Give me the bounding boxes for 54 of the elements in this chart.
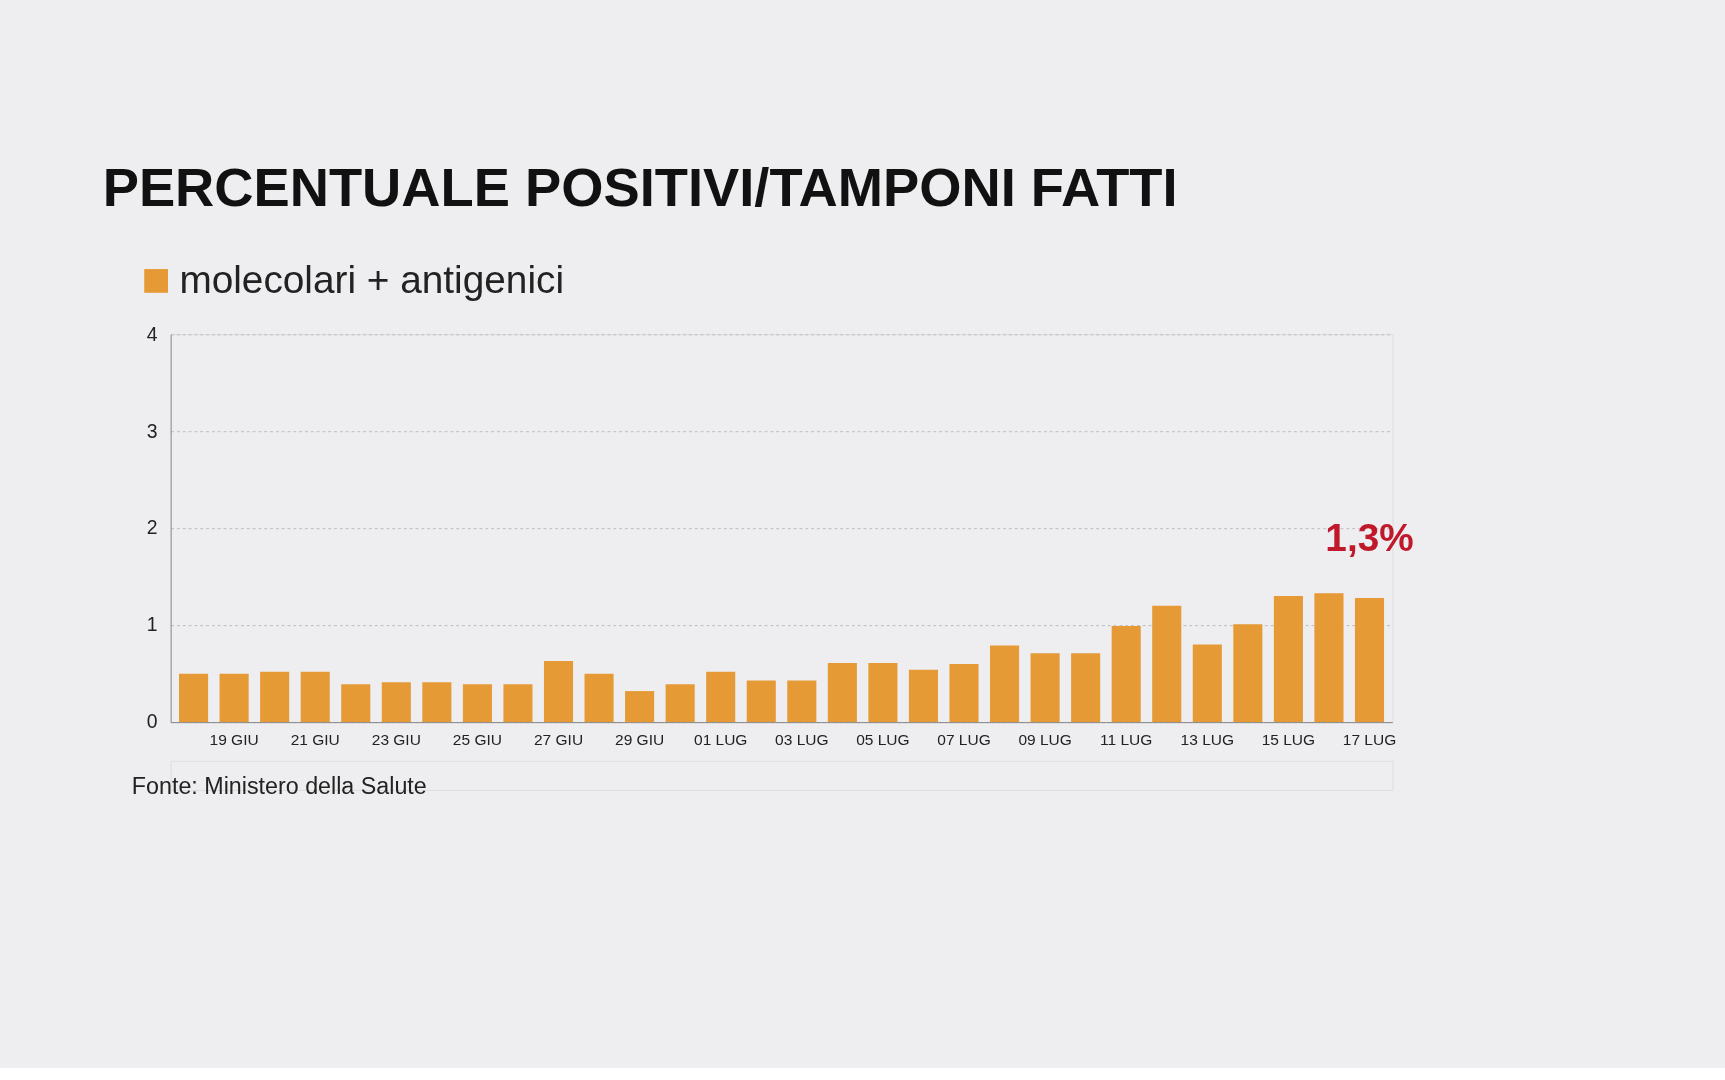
y-tick-label: 2 [146, 516, 158, 539]
x-tick-label: 13 LUG [1180, 730, 1235, 748]
x-tick-label: 07 LUG [937, 730, 991, 748]
bar [300, 671, 330, 723]
bar [341, 684, 371, 723]
bar [868, 662, 898, 723]
x-tick-label: 05 LUG [856, 730, 910, 748]
x-tick-label: 25 GIU [452, 730, 502, 748]
x-tick-label: 09 LUG [1018, 730, 1072, 748]
legend-label: molecolari + antigenici [179, 257, 565, 301]
bar [219, 673, 249, 723]
bar [908, 669, 938, 723]
bar [827, 662, 857, 723]
bar [990, 645, 1020, 723]
bar [503, 684, 533, 723]
bar [543, 661, 574, 723]
x-tick-label: 03 LUG [775, 730, 829, 748]
bar [746, 680, 776, 723]
x-tick-label: 21 GIU [290, 730, 340, 748]
x-tick-label: 29 GIU [615, 730, 665, 748]
bar [1233, 624, 1263, 723]
x-tick-label: 11 LUG [1100, 730, 1153, 748]
y-tick-label: 1 [146, 613, 158, 636]
y-tick-label: 3 [146, 419, 158, 442]
x-tick-label: 19 GIU [209, 730, 259, 748]
bar [1152, 605, 1182, 723]
source-note: Fonte: Ministero della Salute [131, 772, 427, 799]
bar [787, 680, 817, 723]
bar [1273, 596, 1303, 723]
bar [625, 691, 655, 723]
bar [1071, 653, 1101, 723]
chart-title: PERCENTUALE POSITIVI/TAMPONI FATTI [102, 157, 1178, 219]
bar [179, 673, 209, 723]
y-tick-label: 0 [146, 710, 158, 733]
bar [1192, 644, 1222, 723]
data-label: 1,3% [1325, 516, 1414, 560]
x-tick-label: 23 GIU [371, 730, 421, 748]
x-tick-label: 17 LUG [1342, 730, 1397, 748]
bar [381, 682, 411, 723]
x-tick-label: 27 GIU [533, 730, 584, 748]
bar [949, 663, 979, 723]
bar [1314, 593, 1344, 723]
bar [422, 682, 452, 723]
bar [1030, 653, 1060, 723]
bar [260, 671, 290, 723]
x-tick-label: 15 LUG [1261, 730, 1316, 748]
bar [665, 684, 695, 723]
x-tick-label: 01 LUG [694, 730, 748, 748]
bar [462, 684, 492, 723]
bar [1111, 626, 1141, 723]
y-tick-label: 4 [146, 322, 158, 345]
bar [1354, 598, 1385, 723]
bar [584, 673, 614, 723]
bar [706, 671, 736, 723]
